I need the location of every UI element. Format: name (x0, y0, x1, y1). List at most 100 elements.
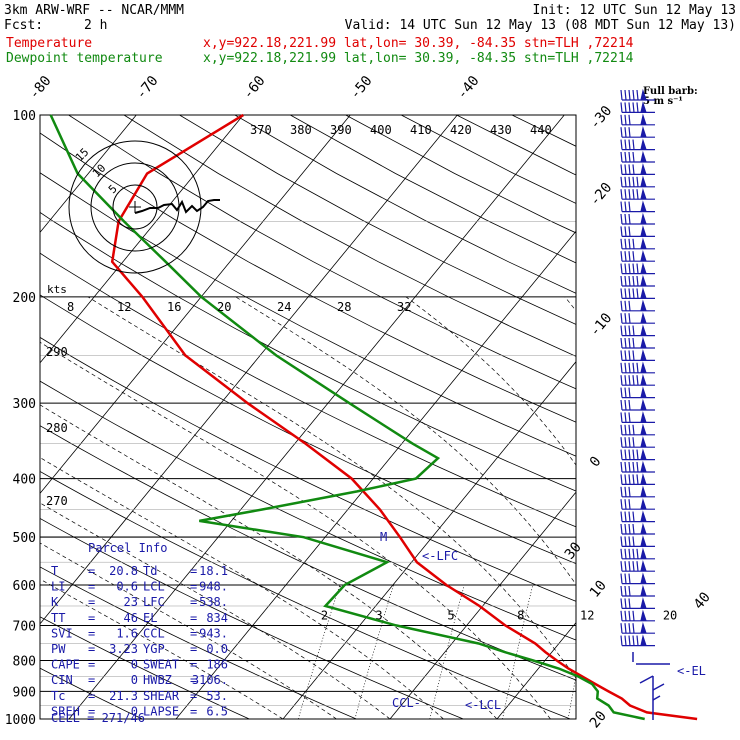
parcel-field-value: 0 (131, 673, 138, 687)
lfc-marker: <-LFC (422, 549, 458, 563)
parcel-equals: = (88, 704, 95, 718)
wind-barb (620, 411, 655, 423)
wind-barb (620, 522, 655, 535)
parcel-equals: = (190, 564, 197, 578)
wind-barb (620, 311, 655, 324)
mixing-ratio-label: 12 (580, 608, 594, 622)
parcel-field-value: 18.1 (199, 564, 228, 578)
wind-barb (620, 150, 655, 163)
parcel-field-label: CAPE (51, 658, 80, 672)
parcel-field-value: 21.3 (109, 689, 138, 703)
dry-adiabat-label: 410 (410, 123, 432, 137)
wind-speed-label: 16 (167, 300, 181, 314)
wind-barb (620, 237, 655, 250)
isotherm-label: -20 (587, 180, 616, 210)
pressure-tick-label: 300 (13, 397, 36, 412)
parcel-field-label: HWBZ (143, 673, 172, 687)
wind-barb (620, 609, 655, 622)
plot-frame (39, 114, 577, 720)
parcel-field-label: T (51, 564, 58, 578)
dry-adiabat-label: 430 (490, 123, 512, 137)
parcel-field-value: 0.6 (116, 580, 138, 594)
parcel-field-label: PW (51, 642, 66, 656)
wind-barb (620, 88, 655, 101)
parcel-field-value: 538. (199, 595, 228, 609)
wind-barb (620, 485, 655, 498)
wind-barb (620, 435, 655, 448)
isotherm-label: 20 (587, 708, 610, 731)
model-title: 3km ARW-WRF -- NCAR/MMM (4, 3, 184, 18)
wind-barb (620, 175, 655, 188)
hodograph-ring-outer (68, 140, 202, 274)
wind-barb (620, 386, 655, 399)
parcel-field-value: 3.23 (109, 642, 138, 656)
hodograph-trace (134, 199, 220, 214)
wind-barb (620, 373, 655, 386)
dewpoint-legend-info: x,y=922.18,221.99 lat,lon= 30.39, -84.35… (203, 51, 634, 66)
mixing-ratio-label: 5 (447, 608, 454, 622)
parcel-field-label: YGP (143, 642, 165, 656)
theta-label: 280 (46, 421, 68, 435)
wind-speed-label: 24 (277, 300, 291, 314)
parcel-field-label: K (51, 595, 59, 609)
mixing-ratio-label: 8 (517, 608, 524, 622)
parcel-field-value: 943. (199, 626, 228, 640)
wind-barb (620, 138, 655, 151)
parcel-equals: = (88, 595, 95, 609)
wind-barb (620, 398, 655, 411)
dry-adiabat-label: 440 (530, 123, 552, 137)
moist-adiabat-line (405, 296, 576, 466)
isotherm-line (40, 115, 137, 234)
wind-barb (620, 262, 655, 275)
dry-adiabat-line (401, 115, 576, 204)
parcel-equals: = (88, 611, 95, 625)
lcl-marker: <-LCL (465, 698, 501, 712)
valid-time: Valid: 14 UTC Sun 12 May 13 (08 MDT Sun … (345, 18, 736, 33)
wind-barb (620, 559, 655, 572)
isotherm-label: -30 (587, 103, 616, 133)
pressure-tick-label: 500 (13, 531, 36, 546)
mixing-ratio-line (502, 584, 534, 719)
parcel-field-value: 3106. (192, 673, 228, 687)
parcel-equals: = (88, 564, 95, 578)
parcel-equals: = (88, 642, 95, 656)
pressure-tick-label: 100 (13, 109, 36, 124)
pressure-tick-label: 700 (13, 619, 36, 634)
parcel-field-label: SWEAT (143, 658, 179, 672)
isotherm-label: -40 (454, 73, 483, 103)
parcel-field-value: 0 (131, 704, 138, 718)
ccl-marker: CCL- (392, 696, 421, 710)
parcel-field-value: 6.5 (206, 704, 228, 718)
wind-barb (620, 572, 655, 585)
forecast-hour: 2 h (84, 18, 107, 33)
isotherm-label: 10 (587, 578, 610, 601)
dry-adiabat-label: 400 (370, 123, 392, 137)
wind-barb (620, 225, 655, 237)
parcel-field-value: 948. (199, 580, 228, 594)
isotherm-line (496, 622, 576, 719)
barb-key-unit: 5 m s⁻¹ (643, 96, 683, 107)
wind-barb (620, 287, 655, 299)
isotherm-label: -80 (26, 73, 55, 103)
forecast-label: Fcst: (4, 18, 43, 33)
isotherm-line (604, 115, 740, 719)
wind-barb (620, 361, 655, 374)
parcel-equals: = (88, 673, 95, 687)
parcel-field-label: CCL (143, 626, 165, 640)
parcel-field-label: LAPSE (143, 704, 179, 718)
dry-adiabat-label: 380 (290, 123, 312, 137)
moist-adiabat-line (40, 457, 444, 719)
parcel-field-label: SVI (51, 626, 73, 640)
wind-barb (620, 584, 655, 597)
parcel-equals: = (190, 658, 197, 672)
wind-speed-label: 28 (337, 300, 351, 314)
dry-adiabat-label: 420 (450, 123, 472, 137)
pressure-tick-label: 1000 (5, 713, 36, 728)
wind-barb (620, 497, 655, 510)
parcel-field-value: 1.6 (116, 626, 138, 640)
mixing-ratio-label: 2 (321, 608, 328, 622)
parcel-field-value: 186 (206, 658, 228, 672)
parcel-field-value: 20.8 (109, 564, 138, 578)
